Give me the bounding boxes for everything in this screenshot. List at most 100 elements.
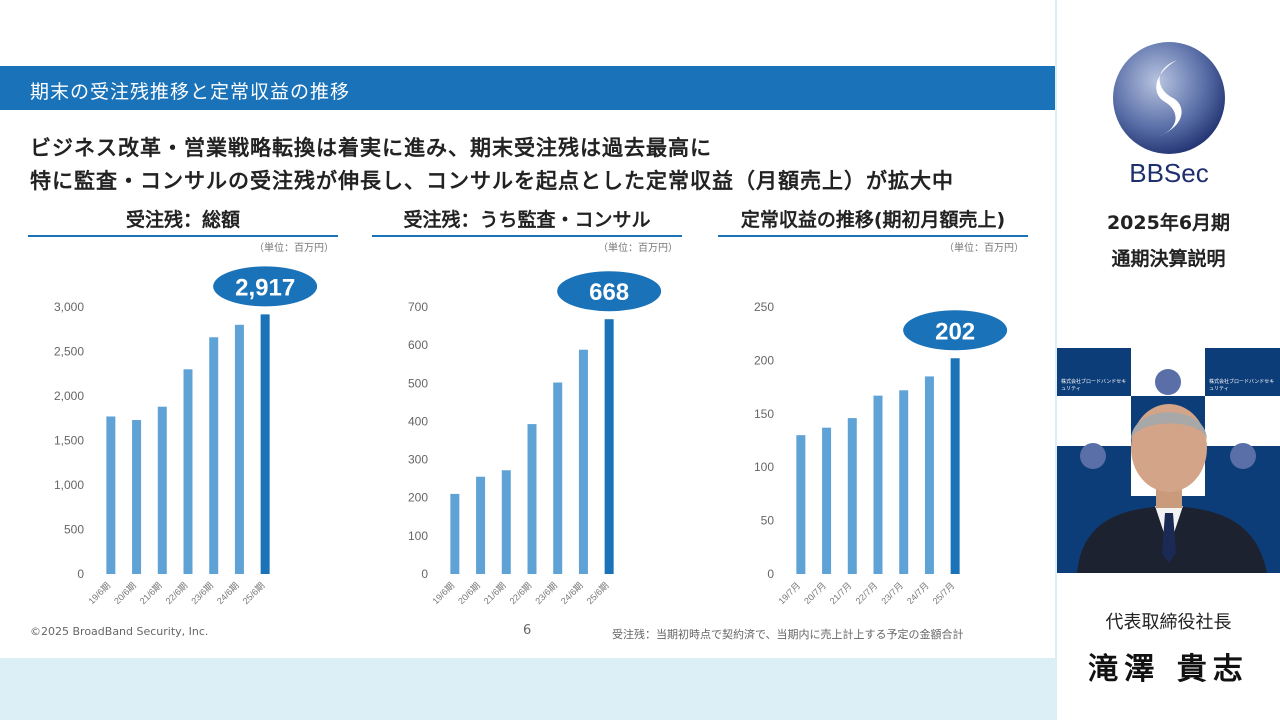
x-tick-label: 25/6期 [241, 580, 267, 606]
chart-unit: （単位：百万円） [944, 243, 1024, 254]
y-tick-label: 250 [754, 300, 774, 314]
chart-title: 定常収益の推移(期初月額売上) [740, 209, 1006, 231]
value-callout: 202 [903, 310, 1008, 351]
y-tick-label: 200 [408, 491, 428, 505]
copyright: ©2025 BroadBand Security, Inc. [30, 625, 209, 638]
y-tick-label: 500 [64, 523, 84, 537]
x-tick-label: 22/7月 [854, 580, 880, 606]
backdrop-tile [1057, 396, 1131, 446]
x-tick-label: 22/6期 [508, 580, 534, 606]
bar [847, 418, 857, 574]
chart-total-backlog: 受注残：総額 （単位：百万円） 0 500 1,000 1,500 2,000 2,500… [28, 205, 338, 615]
speaker-video: 株式会社ブロードバンドセキュリティ 株式会社ブロードバンドセキュリティ [1057, 348, 1280, 573]
logo-swirl-icon [1156, 60, 1182, 136]
headline-line-1: ビジネス改革・営業戦略転換は着実に進み、期末受注残は過去最高に [30, 136, 712, 160]
chart-plot: 0 100 200 300 400 500 600 700 19/6期 20/6期 21/6期 22/… [408, 271, 662, 606]
x-tick-label: 20/6期 [112, 580, 138, 606]
bar [450, 493, 460, 574]
bar [553, 382, 563, 574]
y-tick-label: 1,000 [54, 478, 84, 492]
y-tick-label: 700 [408, 300, 428, 314]
chart-audit-consulting-backlog: 受注残：うち監査・コンサル （単位：百万円） 0 100 200 300 400 500 6… [372, 205, 682, 615]
x-tick-label: 25/6期 [585, 580, 611, 606]
bar [604, 319, 614, 574]
callout-value: 668 [589, 279, 629, 306]
y-tick-label: 200 [754, 353, 774, 367]
bar [260, 314, 270, 574]
x-tick-label: 21/6期 [138, 580, 164, 606]
chart-recurring-revenue: 定常収益の推移(期初月額売上) （単位：百万円） 0 50 100 150 200 250… [718, 205, 1028, 615]
bar [501, 470, 511, 574]
bar [183, 369, 193, 574]
logo-text: BBSec [1129, 158, 1209, 188]
x-tick-label: 24/6期 [559, 580, 585, 606]
y-tick-label: 500 [408, 376, 428, 390]
slide: 期末の受注残推移と定常収益の推移 ビジネス改革・営業戦略転換は着実に進み、期末受… [0, 0, 1055, 658]
backdrop-sign: 株式会社ブロードバンドセキュリティ [1061, 379, 1127, 392]
x-tick-label: 23/7月 [879, 580, 905, 606]
chart-plot: 0 50 100 150 200 250 19/7月 20/7月 21/7月 22/7月 23/7月… [754, 300, 1008, 606]
event-title: 通期決算説明 [1111, 248, 1226, 270]
slide-title-bar: 期末の受注残推移と定常収益の推移 [0, 66, 1055, 110]
bar [822, 427, 832, 574]
speaker-figure [1077, 369, 1267, 573]
x-tick-label: 19/6期 [86, 580, 112, 606]
x-tick-label: 25/7月 [931, 580, 957, 606]
speaker-name: 滝澤 貴志 [1088, 652, 1249, 687]
y-tick-label: 2,500 [54, 345, 84, 359]
speaker-role: 代表取締役社長 [1105, 612, 1232, 633]
y-tick-label: 0 [77, 567, 84, 581]
chart-title-rule [718, 235, 1028, 237]
x-tick-label: 21/7月 [828, 580, 854, 606]
y-tick-label: 0 [421, 567, 428, 581]
backdrop-logo-icon [1230, 443, 1256, 469]
y-tick-label: 400 [408, 414, 428, 428]
y-tick-label: 600 [408, 338, 428, 352]
backdrop-sign: 株式会社ブロードバンドセキュリティ [1209, 379, 1275, 392]
chart-title: 受注残：うち監査・コンサル [403, 209, 651, 231]
bar [796, 435, 806, 574]
backdrop-logo-icon [1080, 443, 1106, 469]
event-period: 2025年6月期 [1106, 212, 1231, 234]
chart-unit: （単位：百万円） [254, 243, 334, 254]
bar [578, 349, 588, 574]
x-tick-label: 20/6期 [456, 580, 482, 606]
callout-ellipse [903, 310, 1008, 351]
bar [157, 406, 167, 574]
y-tick-label: 100 [754, 460, 774, 474]
bottom-band [0, 658, 1055, 720]
x-tick-label: 24/7月 [905, 580, 931, 606]
chart-title-rule [372, 235, 682, 237]
bar [106, 416, 116, 574]
y-tick-label: 1,500 [54, 434, 84, 448]
bbsec-logo: BBSec [1113, 42, 1225, 188]
chart-title: 受注残：総額 [125, 209, 240, 231]
value-callout: 2,917 [213, 266, 318, 307]
bar [899, 390, 909, 574]
bar [234, 324, 244, 574]
x-tick-label: 24/6期 [215, 580, 241, 606]
bar [873, 395, 883, 574]
page-number: 6 [523, 623, 532, 638]
x-tick-label: 23/6期 [533, 580, 559, 606]
y-tick-label: 300 [408, 453, 428, 467]
x-tick-label: 19/7月 [776, 580, 802, 606]
callout-ellipse [213, 266, 318, 307]
bar [476, 476, 486, 574]
callout-ellipse [557, 271, 662, 312]
value-callout: 668 [557, 271, 662, 312]
callout-value: 2,917 [235, 274, 295, 301]
x-tick-label: 19/6期 [430, 580, 456, 606]
bar [950, 358, 960, 574]
y-tick-label: 3,000 [54, 300, 84, 314]
x-tick-label: 20/7月 [802, 580, 828, 606]
y-tick-label: 150 [754, 407, 774, 421]
headline-line-2: 特に監査・コンサルの受注残が伸長し、コンサルを起点とした定常収益（月額売上）が拡… [30, 169, 954, 193]
callout-value: 202 [935, 318, 975, 345]
hair-shape [1131, 412, 1207, 440]
y-tick-label: 100 [408, 529, 428, 543]
tie-icon [1162, 513, 1176, 563]
footnote: 受注残：当期初時点で契約済で、当期内に売上計上する予定の金額合計 [612, 628, 964, 641]
x-tick-label: 23/6期 [189, 580, 215, 606]
bar [209, 337, 219, 574]
